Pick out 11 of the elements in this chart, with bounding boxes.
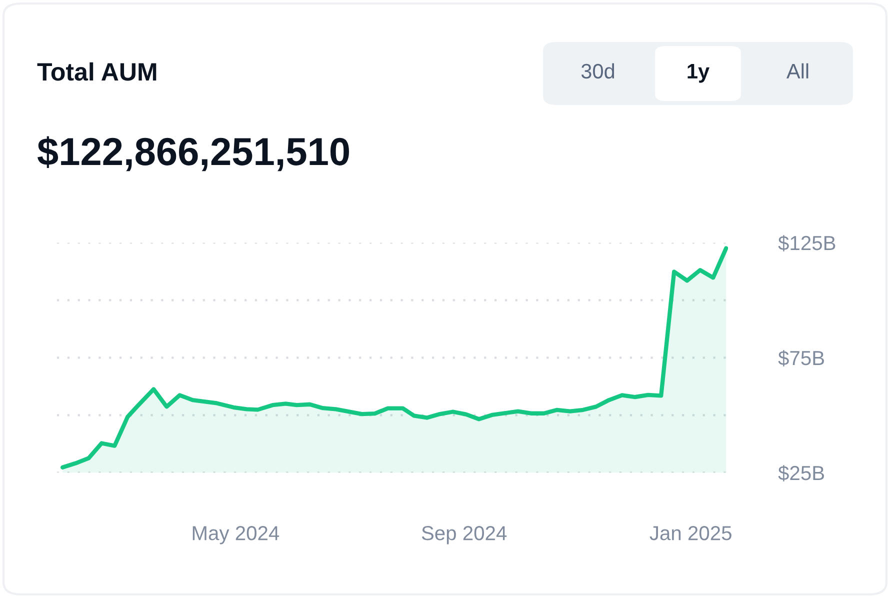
chart-subtitle: $122,866,251,510 <box>38 136 349 172</box>
text: 30d <box>581 63 614 79</box>
y-tick-label: $25B <box>778 465 824 482</box>
x-tick-label: Sep 2024 <box>422 526 507 544</box>
x-tick-label: Jan 2025 <box>650 526 732 540</box>
chart-title: Total AUM <box>37 62 156 81</box>
y-tick-label: $75B <box>778 350 824 366</box>
text: All <box>786 63 808 78</box>
y-tick-label: $125B <box>778 235 836 252</box>
x-tick-label: May 2024 <box>192 526 280 544</box>
text: 1y <box>688 64 710 83</box>
